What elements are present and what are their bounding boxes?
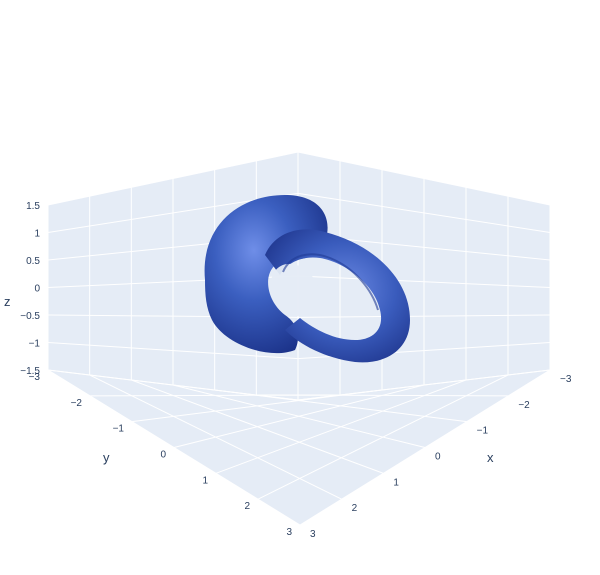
x-tick-label: 2 [352,503,358,514]
grid-line-left-wall-h [47,342,299,360]
grid-lines [47,151,551,526]
z-tick-label: 0 [34,284,40,295]
z-tick-label: 1 [34,229,40,240]
y-tick-label: 2 [244,501,250,512]
torus-hole [270,263,320,317]
floor-pane [48,370,550,525]
z-tick-label: −1 [29,339,41,350]
x-tick-label: −1 [477,426,489,437]
grid-line-floor [257,374,509,500]
y-axis-title: y [103,450,110,465]
x-tick-label: 1 [393,477,399,488]
surface[interactable] [204,195,410,363]
z-tick-label: −1.5 [20,366,40,377]
x-axis-title: x [487,450,494,465]
x-tick-label: 3 [310,529,316,540]
x-tick-label: 0 [435,452,441,463]
grid-line-left-wall-h [47,369,299,401]
x-tick-label: −3 [560,374,572,385]
y-tick-label: 3 [286,527,292,538]
y-tick-label: 1 [202,475,208,486]
y-tick-label: −1 [113,424,125,435]
y-tick-label: −3 [29,372,41,383]
axis-ticks: −1.5 −1 −0.5 0 0.5 1 1.5 −3 −2 −1 0 1 2 3 −3 −2 −1 0 1 2 3 [20,201,572,540]
y-tick-label: 0 [160,450,166,461]
grid-line-floor [297,369,551,401]
z-tick-label: 1.5 [26,201,40,212]
torus-2-front-rim [282,253,379,311]
z-tick-label: −0.5 [20,311,40,322]
torus-2[interactable] [265,229,410,363]
z-axis-title: z [4,294,11,309]
grid-line-floor [299,369,551,526]
x-tick-label: −2 [518,400,530,411]
y-tick-label: −2 [71,398,83,409]
z-tick-label: 0.5 [26,256,40,267]
